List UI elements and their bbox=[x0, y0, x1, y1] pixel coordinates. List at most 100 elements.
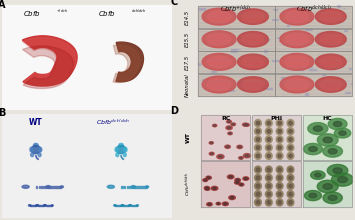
Polygon shape bbox=[36, 185, 37, 188]
Polygon shape bbox=[202, 8, 236, 25]
Polygon shape bbox=[239, 183, 244, 186]
Polygon shape bbox=[237, 82, 242, 83]
Polygon shape bbox=[131, 205, 137, 206]
Polygon shape bbox=[287, 199, 294, 206]
Polygon shape bbox=[345, 92, 350, 93]
Polygon shape bbox=[123, 153, 126, 157]
Polygon shape bbox=[285, 11, 309, 22]
Polygon shape bbox=[207, 56, 231, 68]
Polygon shape bbox=[46, 185, 50, 188]
Polygon shape bbox=[228, 121, 230, 122]
Polygon shape bbox=[264, 50, 267, 52]
Polygon shape bbox=[256, 146, 260, 149]
Polygon shape bbox=[266, 136, 272, 143]
Polygon shape bbox=[267, 184, 271, 188]
Polygon shape bbox=[303, 161, 353, 207]
Polygon shape bbox=[116, 145, 126, 154]
Polygon shape bbox=[266, 166, 272, 173]
Polygon shape bbox=[273, 9, 277, 11]
Polygon shape bbox=[132, 185, 134, 188]
Polygon shape bbox=[311, 171, 325, 180]
Polygon shape bbox=[208, 204, 211, 205]
Polygon shape bbox=[127, 185, 128, 188]
Polygon shape bbox=[240, 184, 242, 185]
Polygon shape bbox=[320, 11, 342, 22]
Polygon shape bbox=[44, 185, 46, 188]
Polygon shape bbox=[289, 154, 292, 158]
Polygon shape bbox=[39, 185, 40, 188]
Polygon shape bbox=[296, 84, 301, 85]
Polygon shape bbox=[225, 145, 230, 149]
Polygon shape bbox=[287, 25, 289, 26]
Polygon shape bbox=[280, 76, 314, 93]
Polygon shape bbox=[42, 185, 43, 188]
Polygon shape bbox=[334, 128, 351, 138]
Polygon shape bbox=[267, 192, 271, 196]
Polygon shape bbox=[31, 145, 41, 154]
Polygon shape bbox=[320, 34, 342, 45]
Polygon shape bbox=[211, 153, 213, 154]
Polygon shape bbox=[337, 6, 340, 7]
Polygon shape bbox=[289, 121, 292, 125]
Text: A: A bbox=[0, 0, 6, 10]
Polygon shape bbox=[39, 147, 42, 152]
Polygon shape bbox=[228, 132, 232, 135]
Text: $\mathit{Cbfb}^{dch/dch}$: $\mathit{Cbfb}^{dch/dch}$ bbox=[296, 4, 332, 15]
Polygon shape bbox=[278, 130, 282, 133]
Polygon shape bbox=[201, 161, 250, 207]
Polygon shape bbox=[278, 176, 282, 180]
Polygon shape bbox=[230, 42, 233, 43]
Polygon shape bbox=[276, 144, 283, 151]
Polygon shape bbox=[256, 192, 260, 196]
Polygon shape bbox=[277, 37, 280, 38]
Polygon shape bbox=[316, 31, 346, 47]
Polygon shape bbox=[266, 152, 272, 160]
Polygon shape bbox=[276, 128, 283, 135]
Text: $\mathit{Cbfb}^{dch/dch}$: $\mathit{Cbfb}^{dch/dch}$ bbox=[184, 172, 193, 196]
Polygon shape bbox=[272, 60, 279, 61]
Polygon shape bbox=[235, 178, 240, 182]
Polygon shape bbox=[198, 63, 200, 65]
Polygon shape bbox=[285, 79, 309, 90]
Polygon shape bbox=[243, 177, 249, 180]
Polygon shape bbox=[197, 51, 274, 73]
Polygon shape bbox=[276, 174, 283, 182]
Polygon shape bbox=[237, 77, 268, 92]
Polygon shape bbox=[207, 11, 231, 22]
Polygon shape bbox=[136, 205, 138, 206]
Polygon shape bbox=[275, 6, 353, 28]
Polygon shape bbox=[197, 6, 274, 28]
Polygon shape bbox=[202, 76, 236, 93]
Polygon shape bbox=[289, 130, 292, 133]
Polygon shape bbox=[251, 68, 258, 69]
Polygon shape bbox=[44, 205, 45, 206]
Polygon shape bbox=[306, 15, 310, 16]
Polygon shape bbox=[244, 178, 247, 180]
Polygon shape bbox=[263, 39, 269, 40]
Polygon shape bbox=[245, 155, 249, 157]
Polygon shape bbox=[229, 176, 232, 178]
Polygon shape bbox=[115, 205, 121, 206]
Polygon shape bbox=[256, 154, 260, 158]
Polygon shape bbox=[316, 77, 346, 92]
Polygon shape bbox=[230, 12, 234, 14]
Polygon shape bbox=[44, 205, 47, 206]
Text: $\mathit{Cbfb}$: $\mathit{Cbfb}$ bbox=[98, 9, 116, 18]
Polygon shape bbox=[124, 147, 127, 152]
Polygon shape bbox=[276, 136, 283, 143]
Polygon shape bbox=[204, 179, 207, 181]
Text: Neonatal: Neonatal bbox=[185, 73, 190, 97]
Polygon shape bbox=[36, 205, 38, 206]
Polygon shape bbox=[231, 51, 237, 52]
Polygon shape bbox=[287, 128, 294, 135]
Polygon shape bbox=[237, 9, 268, 24]
Polygon shape bbox=[278, 184, 282, 188]
Polygon shape bbox=[320, 57, 342, 67]
Polygon shape bbox=[255, 144, 261, 151]
Polygon shape bbox=[213, 124, 217, 127]
Polygon shape bbox=[252, 161, 301, 207]
Polygon shape bbox=[38, 205, 44, 206]
Polygon shape bbox=[292, 85, 299, 86]
Polygon shape bbox=[213, 187, 216, 189]
Polygon shape bbox=[240, 11, 245, 12]
